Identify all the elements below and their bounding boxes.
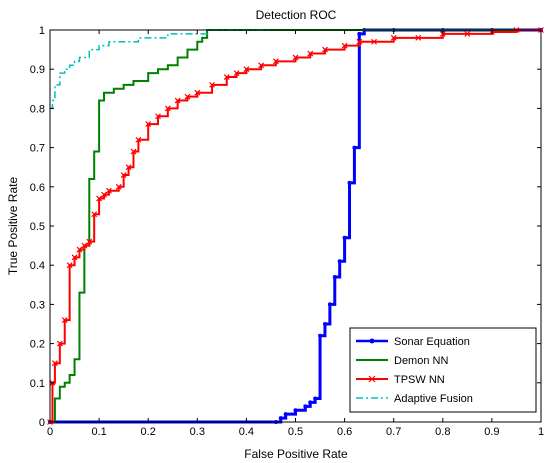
- y-tick-label: 0.9: [30, 64, 45, 76]
- series-marker-2: [233, 70, 240, 77]
- series-marker-0: [342, 235, 347, 240]
- x-tick-label: 0.3: [190, 426, 205, 438]
- series-marker-2: [341, 42, 348, 49]
- x-tick-label: 0.6: [337, 426, 352, 438]
- series-marker-0: [332, 274, 337, 279]
- series-marker-2: [209, 81, 215, 88]
- y-tick-label: 0.1: [30, 378, 45, 390]
- series-marker-2: [120, 172, 127, 178]
- series-marker-2: [390, 34, 397, 41]
- series-marker-2: [243, 66, 250, 73]
- series-marker-2: [174, 97, 181, 104]
- series-marker-2: [130, 148, 137, 155]
- y-tick-label: 0.8: [30, 103, 45, 115]
- series-marker-2: [164, 105, 171, 112]
- series-line-0: [50, 28, 541, 424]
- series-line-3: [50, 29, 271, 110]
- series-marker-2: [96, 195, 103, 202]
- series-marker-2: [81, 242, 88, 249]
- series-marker-2: [105, 187, 112, 194]
- y-tick-label: 0.2: [30, 339, 45, 351]
- series-marker-2: [415, 34, 422, 41]
- series-marker-0: [313, 396, 318, 401]
- series-marker-2: [371, 38, 377, 45]
- y-tick-label: 0.4: [30, 260, 45, 272]
- series-marker-2: [272, 58, 279, 65]
- x-tick-label: 0: [47, 426, 53, 438]
- series-marker-2: [115, 183, 122, 190]
- series-marker-0: [303, 404, 308, 409]
- series-marker-2: [71, 254, 78, 261]
- chart-title: Detection ROC: [256, 8, 337, 22]
- x-tick-label: 0.2: [141, 426, 156, 438]
- series-marker-2: [76, 246, 83, 253]
- series-marker-2: [51, 360, 58, 367]
- series-marker-0: [347, 180, 352, 185]
- series-marker-2: [464, 30, 471, 37]
- series-marker-2: [155, 113, 161, 120]
- x-tick-label: 1: [538, 426, 544, 438]
- series-marker-0: [308, 400, 313, 405]
- series-marker-0: [337, 259, 342, 264]
- y-tick-label: 0: [39, 417, 45, 429]
- y-tick-label: 0.6: [30, 182, 45, 194]
- y-axis-label: True Positive Rate: [6, 177, 20, 276]
- series-marker-2: [91, 211, 98, 218]
- series-marker-2: [258, 62, 265, 69]
- x-ticks: 0 0.1 0.2 0.3 0.4 0.5 0.6 0.7 0.8 0.9 1: [47, 30, 544, 438]
- series-marker-0: [318, 333, 323, 338]
- x-tick-label: 0.8: [435, 426, 450, 438]
- series-marker-2: [101, 191, 107, 198]
- y-tick-label: 0.7: [30, 143, 45, 155]
- x-axis-label: False Positive Rate: [244, 447, 348, 461]
- series-marker-0: [352, 145, 357, 150]
- legend-marker-0: [369, 338, 375, 344]
- y-tick-label: 1: [39, 25, 45, 37]
- legend-label-1: Demon NN: [394, 355, 448, 367]
- legend-marker-2: [368, 375, 376, 383]
- series-marker-0: [322, 322, 327, 326]
- x-tick-label: 0.5: [288, 426, 303, 438]
- series-marker-0: [357, 31, 362, 36]
- series-marker-0: [278, 416, 283, 421]
- series-marker-0: [283, 412, 288, 417]
- x-tick-label: 0.1: [91, 426, 106, 438]
- series-marker-2: [322, 46, 328, 53]
- series-marker-0: [327, 302, 332, 307]
- series-marker-2: [56, 340, 63, 347]
- series-marker-2: [145, 121, 152, 128]
- series-marker-2: [292, 54, 299, 61]
- series-marker-2: [66, 262, 73, 269]
- series-line-1: [50, 29, 541, 423]
- series-marker-2: [86, 238, 93, 245]
- x-tick-label: 0.9: [484, 426, 499, 438]
- series-marker-0: [293, 408, 298, 413]
- series-marker-2: [184, 93, 191, 100]
- legend-label-0: Sonar Equation: [394, 336, 470, 348]
- series-marker-2: [194, 89, 201, 96]
- series-marker-2: [125, 164, 132, 171]
- series-marker-2: [135, 136, 142, 143]
- series-line-2: [50, 29, 541, 423]
- x-tick-label: 0.4: [239, 426, 254, 438]
- legend-label-2: TPSW NN: [394, 374, 445, 386]
- series-marker-2: [61, 317, 68, 324]
- x-tick-label: 0.7: [386, 426, 401, 438]
- series-marker-2: [356, 38, 363, 45]
- series-marker-2: [223, 74, 230, 80]
- series-marker-2: [307, 50, 314, 57]
- y-ticks: 0 0.1 0.2 0.3 0.4 0.5 0.6 0.7 0.8 0.9 1: [30, 25, 541, 429]
- y-tick-label: 0.3: [30, 299, 45, 311]
- legend-label-3: Adaptive Fusion: [394, 393, 473, 405]
- legend: Sonar Equation Demon NN TPSW NN Adaptive Fu…: [349, 327, 537, 413]
- series-layer: [47, 27, 544, 425]
- y-tick-label: 0.5: [30, 221, 45, 233]
